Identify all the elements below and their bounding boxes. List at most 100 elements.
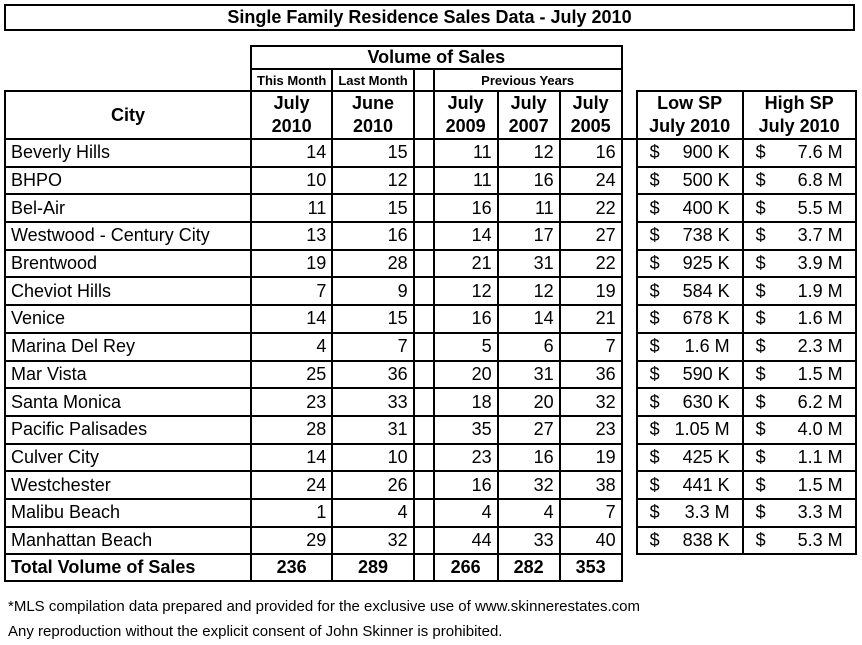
high-sp-value: 1.5 M <box>797 363 843 384</box>
sales-jun2010: 15 <box>331 193 415 224</box>
sales-jul2007: 14 <box>496 304 561 334</box>
sales-jul2007: 33 <box>496 525 561 556</box>
low-sp-value: 630 K <box>682 391 730 412</box>
spacer-cell <box>412 276 435 307</box>
currency-symbol: $ <box>755 197 766 218</box>
sales-jul2005: 19 <box>558 276 623 307</box>
table-row: Brentwood 19 28 21 31 22 $925 K $3.9 M <box>4 248 857 279</box>
sales-jul2009: 16 <box>432 304 499 334</box>
sales-jul2005: 22 <box>558 248 623 279</box>
currency-symbol: $ <box>755 363 766 384</box>
header-row-volume: Volume of Sales <box>5 45 856 69</box>
low-sp-price: $1.05 M <box>635 414 744 445</box>
sales-jul2007: 20 <box>496 387 561 417</box>
sales-jun2010: 15 <box>331 138 415 168</box>
sales-jul2007: 31 <box>496 248 561 279</box>
city-name: Culver City <box>4 442 252 473</box>
high-sp-price: $1.5 M <box>741 359 857 390</box>
low-sp-period: July 2010 <box>635 115 744 140</box>
high-sp-price: $1.9 M <box>741 276 857 307</box>
spacer-cell <box>620 360 638 389</box>
high-sp-price: $1.5 M <box>741 470 857 500</box>
low-sp-price: $900 K <box>635 138 744 168</box>
total-jul2007: 282 <box>496 553 561 583</box>
total-jul2010: 236 <box>249 553 334 583</box>
currency-symbol: $ <box>649 253 660 274</box>
currency-symbol: $ <box>755 308 766 329</box>
currency-symbol: $ <box>755 474 766 495</box>
city-name: BHPO <box>4 165 252 196</box>
low-sp-price: $441 K <box>635 470 744 500</box>
col-header-year-4: 2007 <box>496 115 561 140</box>
sales-jul2010: 28 <box>249 414 334 445</box>
spacer-cell <box>412 525 435 556</box>
high-sp-value: 3.7 M <box>797 225 843 246</box>
table-row: Cheviot Hills 7 9 12 12 19 $584 K $1.9 M <box>4 276 857 307</box>
col-header-month-4: July <box>496 91 561 115</box>
low-sp-value: 425 K <box>682 446 730 467</box>
sales-jul2010: 24 <box>249 470 334 500</box>
total-row: Total Volume of Sales 236 289 266 282 35… <box>4 553 856 583</box>
high-sp-price: $2.3 M <box>741 331 857 362</box>
spacer-cell <box>412 165 435 196</box>
sales-jul2010: 29 <box>249 525 334 556</box>
spacer-cell <box>620 139 638 167</box>
sales-jul2007: 17 <box>496 221 561 251</box>
high-sp-value: 1.5 M <box>797 474 843 495</box>
low-sp-header: Low SP <box>635 90 744 115</box>
sales-jul2005: 22 <box>558 193 623 224</box>
low-sp-price: $400 K <box>635 193 744 224</box>
sales-jul2010: 7 <box>249 276 334 307</box>
high-sp-value: 4.0 M <box>797 419 843 440</box>
sales-jul2005: 36 <box>558 359 623 390</box>
sales-jul2009: 20 <box>432 359 499 390</box>
city-name: Beverly Hills <box>4 138 252 168</box>
table-row: Marina Del Rey 4 7 5 6 7 $1.6 M $2.3 M <box>4 331 857 362</box>
high-sp-price: $5.3 M <box>741 525 857 556</box>
currency-symbol: $ <box>649 142 660 163</box>
low-sp-price: $584 K <box>635 276 744 307</box>
low-sp-price: $1.6 M <box>635 331 744 362</box>
spacer-cell <box>412 248 435 279</box>
sales-jul2010: 23 <box>249 387 334 417</box>
sales-jul2010: 14 <box>249 304 334 334</box>
high-sp-value: 3.9 M <box>797 253 843 274</box>
low-sp-price: $590 K <box>635 359 744 390</box>
low-sp-value: 900 K <box>682 142 730 163</box>
sales-jul2010: 11 <box>249 193 334 224</box>
currency-symbol: $ <box>649 419 660 440</box>
spacer-cell <box>620 194 638 223</box>
spacer-cell <box>620 277 638 306</box>
table-row: Westwood - Century City 13 16 14 17 27 $738 K $… <box>4 221 857 251</box>
currency-symbol: $ <box>755 391 766 412</box>
sales-jul2007: 32 <box>496 470 561 500</box>
low-sp-value: 1.6 M <box>684 336 730 357</box>
high-sp-value: 6.2 M <box>797 391 843 412</box>
sales-jul2007: 27 <box>496 414 561 445</box>
col-header-year-2: 2010 <box>331 115 415 140</box>
city-name: Manhattan Beach <box>4 525 252 556</box>
table-row: Santa Monica 23 33 18 20 32 $630 K $6.2 M <box>4 387 857 417</box>
high-sp-price: $3.3 M <box>741 497 857 528</box>
currency-symbol: $ <box>755 336 766 357</box>
sales-jul2010: 19 <box>249 248 334 279</box>
high-sp-value: 1.9 M <box>797 280 843 301</box>
sales-jun2010: 4 <box>331 497 415 528</box>
last-month-header: Last Month <box>331 68 415 92</box>
footnote-source: *MLS compilation data prepared and provi… <box>8 598 640 615</box>
col-header-year-1: 2010 <box>249 115 334 140</box>
sales-jul2005: 16 <box>558 138 623 168</box>
table-row: Manhattan Beach 29 32 44 33 40 $838 K $5.3 M <box>4 525 857 556</box>
high-sp-price: $6.2 M <box>741 387 857 417</box>
sales-jul2007: 6 <box>496 331 561 362</box>
total-jun2010: 289 <box>331 553 415 583</box>
currency-symbol: $ <box>755 142 766 163</box>
footnote-copyright: Any reproduction without the explicit co… <box>8 623 503 640</box>
low-sp-price: $678 K <box>635 304 744 334</box>
sales-jun2010: 26 <box>331 470 415 500</box>
currency-symbol: $ <box>649 197 660 218</box>
sales-jul2007: 16 <box>496 165 561 196</box>
city-name: Santa Monica <box>4 387 252 417</box>
city-name: Brentwood <box>4 248 252 279</box>
sales-jul2009: 12 <box>432 276 499 307</box>
